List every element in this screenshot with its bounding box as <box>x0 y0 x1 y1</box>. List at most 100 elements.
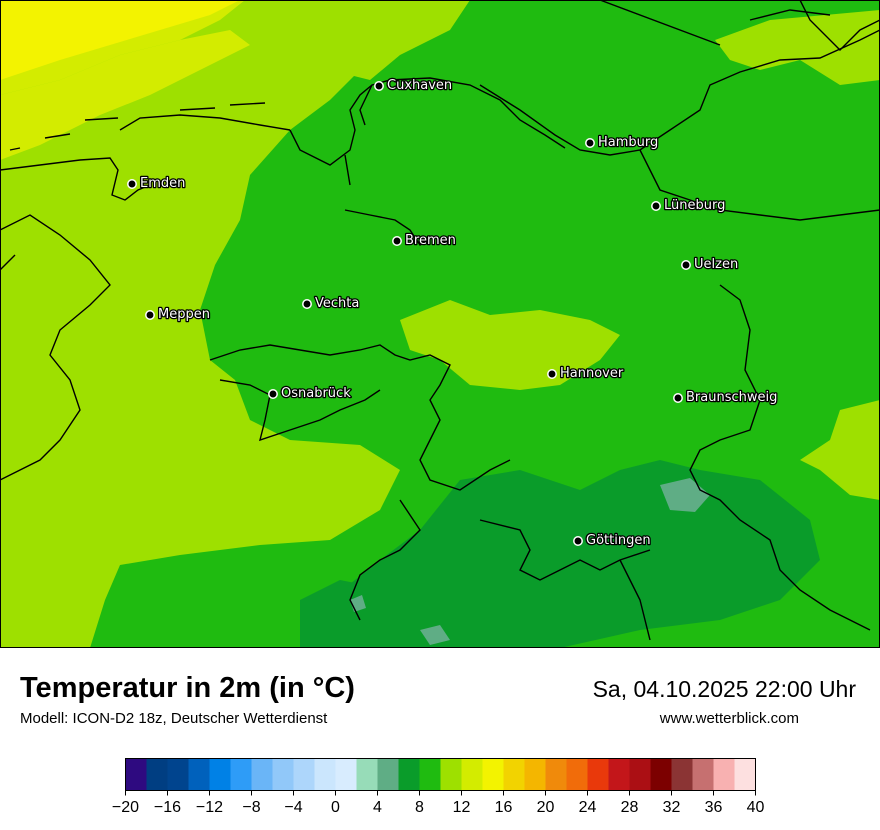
legend-swatch <box>650 758 672 791</box>
legend-swatch <box>146 758 168 791</box>
legend-tick-label: 4 <box>373 799 382 816</box>
city-label: Göttingen <box>586 533 651 548</box>
temp-field-light-green-ne <box>715 10 880 85</box>
city-label: Hamburg <box>598 135 658 150</box>
city-lueneburg[interactable]: Lüneburg <box>651 197 727 214</box>
model-info: Modell: ICON-D2 18z, Deutscher Wetterdie… <box>20 710 328 727</box>
legend-swatch <box>335 758 357 791</box>
legend-swatch <box>440 758 462 791</box>
city-hamburg[interactable]: Hamburg <box>585 134 660 151</box>
city-label: Vechta <box>315 296 359 311</box>
city-dot-icon <box>573 536 583 546</box>
legend-swatches <box>125 758 756 791</box>
city-dot-icon <box>673 393 683 403</box>
temp-field-light-green-east <box>800 400 880 500</box>
city-label: Cuxhaven <box>387 78 452 93</box>
city-bremen[interactable]: Bremen <box>392 232 457 249</box>
legend-swatch <box>251 758 273 791</box>
forecast-datetime: Sa, 04.10.2025 22:00 Uhr <box>592 676 856 702</box>
legend-swatch <box>398 758 420 791</box>
city-label: Braunschweig <box>686 390 777 405</box>
legend-tick-label: −4 <box>284 799 302 816</box>
legend-tick-label: 36 <box>705 799 723 816</box>
legend-tick-label: 8 <box>415 799 424 816</box>
coastlines-and-borders <box>0 0 880 641</box>
legend-swatch <box>272 758 294 791</box>
temp-field-dark-green-sw <box>300 580 420 648</box>
legend-swatch <box>377 758 399 791</box>
legend-swatch <box>692 758 714 791</box>
legend-tick-label: 16 <box>495 799 513 816</box>
legend-swatch <box>734 758 756 791</box>
city-label: Hannover <box>560 366 624 381</box>
website-link[interactable]: www.wetterblick.com <box>659 710 799 727</box>
legend-swatch <box>209 758 231 791</box>
legend-swatch <box>566 758 588 791</box>
city-dot-icon <box>392 236 402 246</box>
city-dot-icon <box>145 310 155 320</box>
city-goettingen[interactable]: Göttingen <box>573 532 652 549</box>
legend-swatch <box>293 758 315 791</box>
city-vechta[interactable]: Vechta <box>302 295 361 312</box>
legend-swatch <box>314 758 336 791</box>
city-dot-icon <box>547 369 557 379</box>
legend-ticks: −20 −16 −12 −8 −4 0 4 8 12 16 20 24 28 32 36 40 <box>112 790 765 816</box>
city-cuxhaven[interactable]: Cuxhaven <box>374 77 453 94</box>
legend-tick-label: 0 <box>331 799 340 816</box>
city-emden[interactable]: Emden <box>127 175 187 192</box>
legend-swatch <box>587 758 609 791</box>
temp-field-yellow-green-b <box>0 30 250 160</box>
legend-swatch <box>125 758 147 791</box>
legend-tick-label: 12 <box>453 799 471 816</box>
legend-swatch <box>608 758 630 791</box>
city-dot-icon <box>127 179 137 189</box>
legend-tick-label: −16 <box>154 799 181 816</box>
city-meppen[interactable]: Meppen <box>145 306 211 323</box>
legend-swatch <box>419 758 441 791</box>
map-title: Temperatur in 2m (in °C) <box>20 672 355 704</box>
temp-field-light-green-west <box>0 0 400 648</box>
city-osnabrueck[interactable]: Osnabrück <box>268 385 352 402</box>
city-dot-icon <box>681 260 691 270</box>
legend-tick-label: −8 <box>242 799 260 816</box>
legend-tick-label: 32 <box>663 799 681 816</box>
city-label: Emden <box>140 176 185 191</box>
legend-swatch <box>713 758 735 791</box>
temp-field-light-green-top <box>290 0 470 80</box>
legend-tick-label: −12 <box>196 799 223 816</box>
city-braunschweig[interactable]: Braunschweig <box>673 389 779 406</box>
color-legend: −20 −16 −12 −8 −4 0 4 8 12 16 20 24 28 32 36 40 <box>112 758 765 816</box>
temp-field-teal-south <box>420 625 450 645</box>
legend-swatch <box>188 758 210 791</box>
temperature-map: Cuxhaven Hamburg Emden Lüneburg Bremen U… <box>0 0 880 648</box>
city-dot-icon <box>268 389 278 399</box>
city-label: Lüneburg <box>664 198 725 213</box>
city-dot-icon <box>585 138 595 148</box>
city-uelzen[interactable]: Uelzen <box>681 256 739 273</box>
legend-swatch <box>230 758 252 791</box>
city-dot-icon <box>651 201 661 211</box>
legend-swatch <box>167 758 189 791</box>
legend-swatch <box>545 758 567 791</box>
legend-swatch <box>629 758 651 791</box>
legend-swatch <box>671 758 693 791</box>
legend-tick-label: 20 <box>537 799 555 816</box>
city-dot-icon <box>374 81 384 91</box>
city-label: Osnabrück <box>281 386 351 401</box>
legend-swatch <box>356 758 378 791</box>
legend-tick-label: 24 <box>579 799 597 816</box>
legend-swatch <box>461 758 483 791</box>
temp-field-yellow <box>0 0 240 80</box>
city-hannover[interactable]: Hannover <box>547 365 625 382</box>
city-label: Uelzen <box>694 257 738 272</box>
legend-frame <box>125 758 756 791</box>
legend-swatch <box>503 758 525 791</box>
city-label: Bremen <box>405 233 456 248</box>
legend-swatch <box>482 758 504 791</box>
city-dot-icon <box>302 299 312 309</box>
temp-field-light-green-central <box>400 300 620 390</box>
legend-swatch <box>524 758 546 791</box>
city-label: Meppen <box>158 307 210 322</box>
legend-tick-label: −20 <box>112 799 139 816</box>
legend-tick-label: 40 <box>747 799 765 816</box>
